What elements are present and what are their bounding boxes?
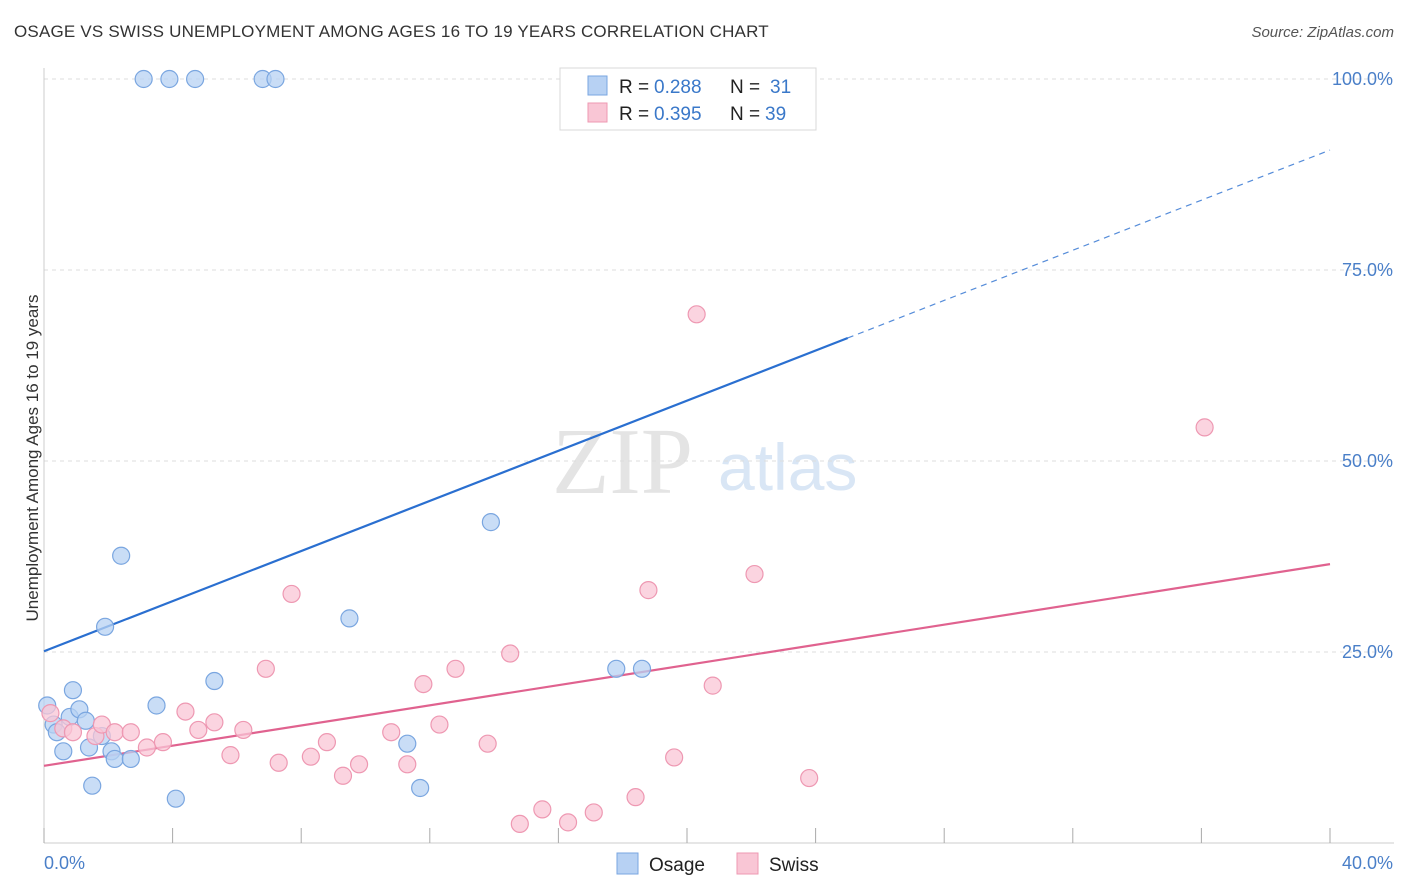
tick-labels: 25.0% 50.0% 75.0% 100.0% 0.0% 40.0% xyxy=(44,69,1393,873)
swiss-point xyxy=(234,720,253,740)
osage-point xyxy=(121,749,140,769)
osage-point xyxy=(95,617,115,636)
trend-lines xyxy=(43,149,1331,767)
swiss-point xyxy=(414,674,433,694)
swiss-point xyxy=(189,720,208,740)
osage-point xyxy=(607,659,626,678)
osage-trend-line xyxy=(43,336,849,653)
swiss-point xyxy=(349,755,369,774)
osage-point xyxy=(398,734,417,753)
swiss-point xyxy=(1195,418,1214,437)
osage-point xyxy=(632,659,652,678)
swiss-point xyxy=(282,584,301,604)
y-tick-label: 100.0% xyxy=(1332,69,1393,89)
swiss-point xyxy=(398,755,417,774)
swiss-point xyxy=(665,748,684,767)
osage-point xyxy=(105,749,124,769)
osage-point xyxy=(160,69,179,89)
swiss-point xyxy=(256,659,275,678)
swiss-point xyxy=(41,704,60,723)
gridlines xyxy=(44,78,1394,653)
series-legend: Osage Swiss xyxy=(616,852,819,876)
legend-osage-n-label: N = xyxy=(730,77,760,98)
swiss-point xyxy=(221,746,240,765)
legend-swiss-r-label: R = xyxy=(619,104,649,125)
osage-point xyxy=(205,671,224,691)
osage-point xyxy=(481,513,500,532)
swiss-point xyxy=(533,800,552,819)
osage-point xyxy=(147,696,166,715)
bottom-legend-swiss-swatch xyxy=(736,852,759,875)
osage-point xyxy=(166,789,185,808)
swiss-point xyxy=(269,753,288,772)
legend-swiss-swatch xyxy=(587,102,608,123)
legend-osage-r-value: 0.288 xyxy=(654,77,702,98)
swiss-trend-line xyxy=(43,563,1331,767)
swiss-point xyxy=(745,564,764,584)
swiss-point xyxy=(430,715,449,734)
osage-point xyxy=(112,546,131,565)
swiss-point xyxy=(137,738,156,757)
osage-point xyxy=(186,69,205,89)
osage-trend-extension xyxy=(847,149,1331,339)
bottom-legend-osage-swatch xyxy=(616,852,639,875)
swiss-point xyxy=(317,733,337,752)
watermark-atlas: atlas xyxy=(718,430,857,504)
osage-point xyxy=(411,778,430,798)
swiss-point xyxy=(639,581,658,600)
bottom-legend-osage-label: Osage xyxy=(649,855,705,876)
legend-swiss-n-label: N = xyxy=(730,104,760,125)
osage-point xyxy=(63,681,83,700)
x-tick-label: 0.0% xyxy=(44,853,85,873)
swiss-point xyxy=(63,723,83,742)
y-tick-label: 75.0% xyxy=(1342,260,1393,280)
swiss-point xyxy=(584,803,603,822)
legend-osage-r-label: R = xyxy=(619,77,649,98)
swiss-point xyxy=(176,702,195,721)
osage-point xyxy=(54,742,73,761)
swiss-point xyxy=(105,723,124,742)
swiss-point xyxy=(301,747,320,766)
swiss-point xyxy=(510,814,529,834)
swiss-point xyxy=(121,723,140,742)
chart-title: OSAGE VS SWISS UNEMPLOYMENT AMONG AGES 1… xyxy=(14,22,769,41)
swiss-point xyxy=(800,768,819,788)
swiss-point xyxy=(153,733,173,752)
swiss-point xyxy=(703,676,722,695)
source-credit: Source: ZipAtlas.com xyxy=(1251,24,1394,41)
x-tick-label: 40.0% xyxy=(1342,853,1393,873)
correlation-legend: R = 0.288 N = 31 R = 0.395 N = 39 xyxy=(559,67,817,131)
swiss-point xyxy=(382,723,401,742)
osage-point xyxy=(266,69,285,89)
data-points xyxy=(38,69,1214,834)
swiss-point xyxy=(501,644,520,663)
legend-swiss-n-value: 39 xyxy=(765,104,786,125)
swiss-point xyxy=(558,813,578,832)
y-tick-label: 50.0% xyxy=(1342,451,1393,471)
swiss-point xyxy=(687,305,706,324)
watermark-zip: ZIP xyxy=(552,410,693,514)
osage-point xyxy=(340,609,359,628)
legend-swiss-r-value: 0.395 xyxy=(654,104,702,125)
swiss-point xyxy=(205,713,224,732)
y-axis-label: Unemployment Among Ages 16 to 19 years xyxy=(23,295,42,622)
swiss-point xyxy=(478,734,497,753)
legend-osage-swatch xyxy=(587,75,608,96)
swiss-point xyxy=(333,766,353,785)
legend-osage-n-value: 31 xyxy=(770,77,791,98)
osage-point xyxy=(83,776,102,795)
bottom-legend-swiss-label: Swiss xyxy=(769,855,819,876)
swiss-point xyxy=(446,659,465,678)
swiss-point xyxy=(626,788,645,807)
y-tick-label: 25.0% xyxy=(1342,642,1393,662)
osage-point xyxy=(134,69,153,89)
